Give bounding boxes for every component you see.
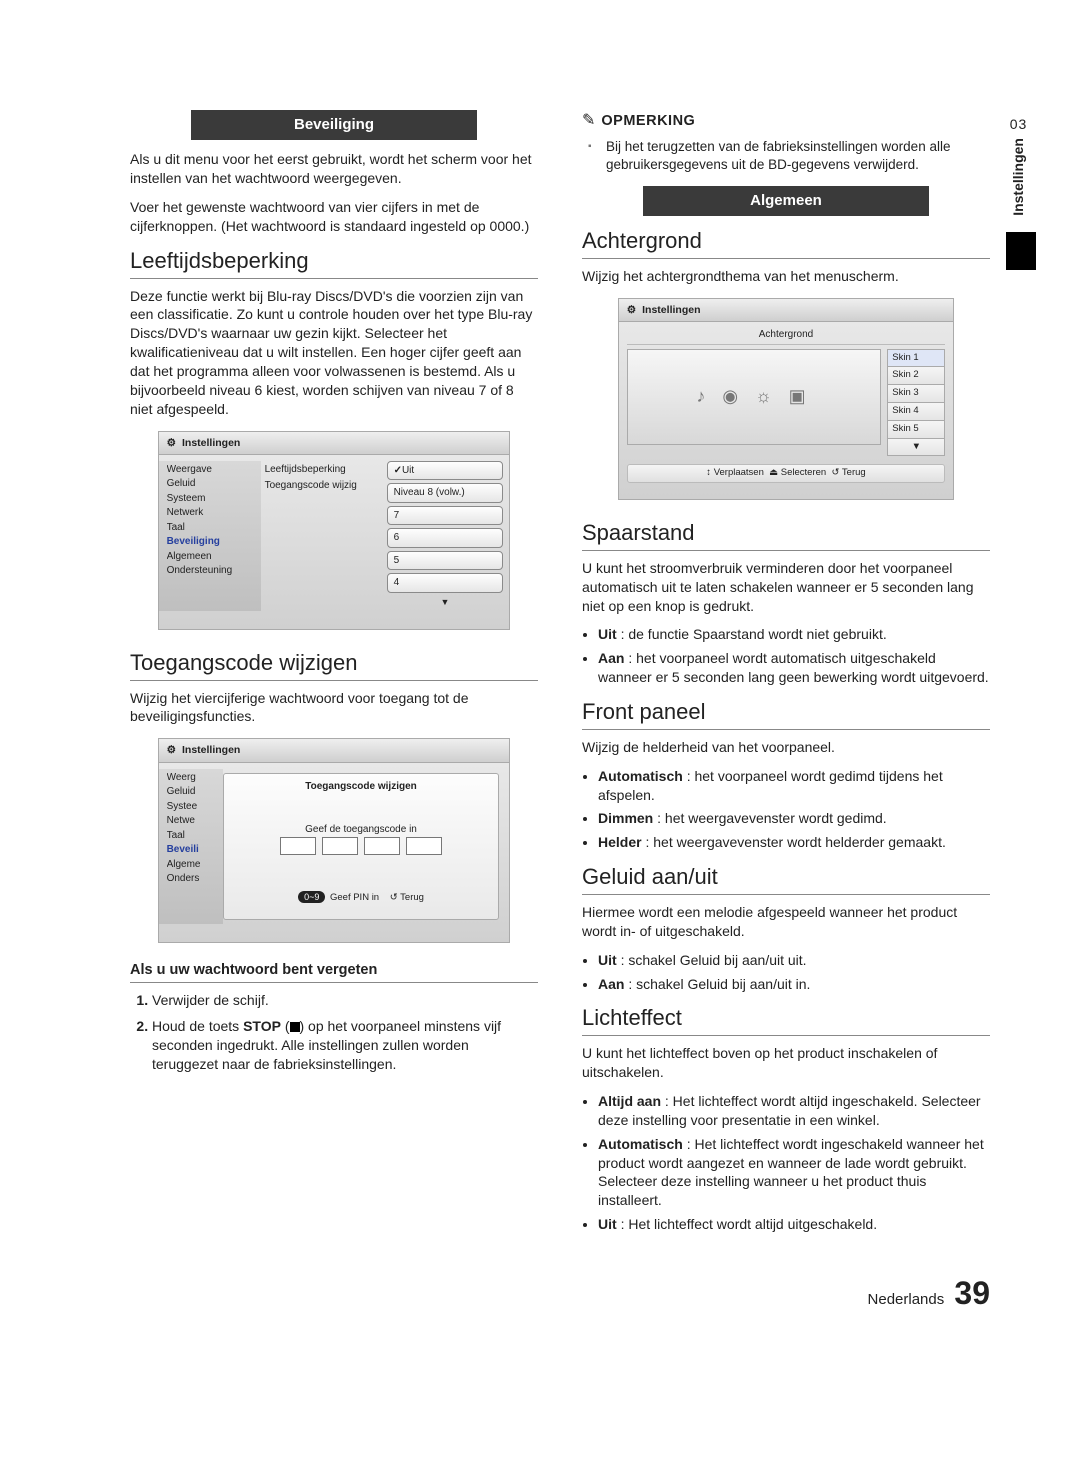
gear-icon: ⚙ <box>167 744 176 756</box>
section-name: Instellingen <box>1009 138 1028 216</box>
fig-title: Instellingen <box>182 437 240 449</box>
skin-preview: ♪ ◉ ☼ ▣ <box>627 349 882 445</box>
body-front-paneel: Wijzig de helderheid van het voorpaneel. <box>582 738 990 757</box>
body-leeftijdsbeperking: Deze functie werkt bij Blu-ray Discs/DVD… <box>130 287 538 419</box>
fig-popup: Toegangscode wijzigen Geef de toegangsco… <box>223 773 500 920</box>
figure-background: ⚙Instellingen Achtergrond ♪ ◉ ☼ ▣ Skin 1… <box>618 298 955 500</box>
heading-spaarstand: Spaarstand <box>582 518 990 551</box>
note-header: ✎OPMERKING <box>582 110 990 132</box>
heading-front-paneel: Front paneel <box>582 697 990 730</box>
heading-forgot-password: Als u uw wachtwoord bent vergeten <box>130 961 538 984</box>
licht-options: Altijd aan : Het lichteffect wordt altij… <box>582 1092 990 1234</box>
page-number: 39 <box>954 1275 990 1311</box>
intro-default-password: Voer het gewenste wachtwoord van vier ci… <box>130 198 538 236</box>
section-tab: 03 Instellingen <box>1009 115 1028 221</box>
intro-password-screen: Als u dit menu voor het eerst gebruikt, … <box>130 150 538 188</box>
gear-icon: ⚙ <box>627 304 636 316</box>
body-spaarstand: U kunt het stroomverbruik verminderen do… <box>582 559 990 616</box>
right-column: ✎OPMERKING Bij het terugzetten van de fa… <box>582 110 990 1244</box>
fig-sidebar: Weergave Geluid Systeem Netwerk Taal Bev… <box>159 461 261 611</box>
skin-list: Skin 1 Skin 2 Skin 3 Skin 4 Skin 5 ▼ <box>887 349 945 457</box>
section-header-algemeen: Algemeen <box>643 186 929 216</box>
front-options: Automatisch : het voorpaneel wordt gedim… <box>582 767 990 853</box>
fig-options: Uit Niveau 8 (volw.) 7 6 5 4 ▼ <box>387 461 510 611</box>
tab-marker <box>1006 232 1036 270</box>
heading-achtergrond: Achtergrond <box>582 226 990 259</box>
body-lichteffect: U kunt het lichteffect boven op het prod… <box>582 1044 990 1082</box>
spaarstand-options: Uit : de functie Spaarstand wordt niet g… <box>582 625 990 687</box>
stop-icon <box>290 1022 300 1032</box>
geluid-options: Uit : schakel Geluid bij aan/uit uit. Aa… <box>582 951 990 994</box>
fig-legend: ↕ Verplaatsen ⏏ Selecteren ↺ Terug <box>627 464 946 483</box>
page-footer: Nederlands 39 <box>130 1272 990 1315</box>
fig-title: Instellingen <box>642 304 700 316</box>
section-header-beveiliging: Beveiliging <box>191 110 477 140</box>
fig-middle: Leeftijdsbeperking Toegangscode wijzig <box>261 461 387 611</box>
note-body: Bij het terugzetten van de fabrieksinste… <box>582 138 990 174</box>
body-geluid: Hiermee wordt een melodie afgespeeld wan… <box>582 903 990 941</box>
heading-toegangscode: Toegangscode wijzigen <box>130 648 538 681</box>
language-label: Nederlands <box>868 1291 945 1308</box>
fig-sidebar: Weerg Geluid Systee Netwe Taal Beveili A… <box>159 769 223 924</box>
heading-lichteffect: Lichteffect <box>582 1003 990 1036</box>
pin-inputs <box>234 837 489 855</box>
body-achtergrond: Wijzig het achtergrondthema van het menu… <box>582 267 990 286</box>
section-number: 03 <box>1009 115 1028 134</box>
heading-leeftijdsbeperking: Leeftijdsbeperking <box>130 246 538 279</box>
figure-rating-menu: ⚙ Instellingen Weergave Geluid Systeem Ne… <box>158 431 511 630</box>
heading-geluid: Geluid aan/uit <box>582 862 990 895</box>
figure-change-code: ⚙ Instellingen Weerg Geluid Systee Netwe … <box>158 738 511 942</box>
forgot-steps: Verwijder de schijf. Houd de toets STOP … <box>130 991 538 1074</box>
step-1: Verwijder de schijf. <box>152 991 538 1010</box>
body-toegangscode: Wijzig het viercijferige wachtwoord voor… <box>130 689 538 727</box>
fig-title: Instellingen <box>182 744 240 756</box>
step-2: Houd de toets STOP () op het voorpaneel … <box>152 1017 538 1074</box>
gear-icon: ⚙ <box>167 437 176 449</box>
left-column: Beveiliging Als u dit menu voor het eers… <box>130 110 538 1244</box>
